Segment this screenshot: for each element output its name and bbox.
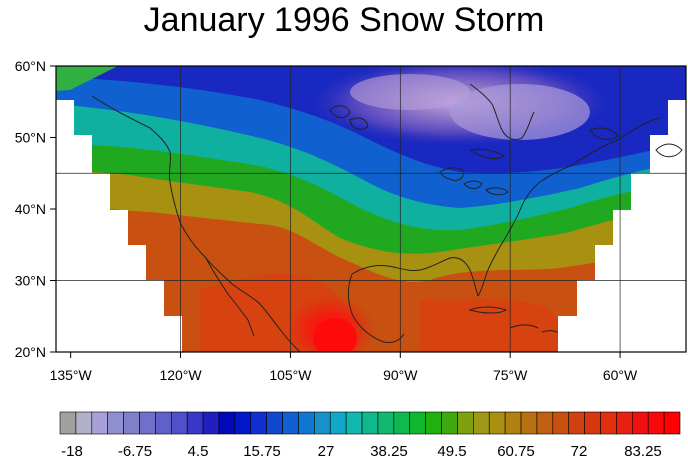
colorbar-swatch <box>377 411 395 435</box>
colorbar-swatch <box>520 411 538 435</box>
colorbar-label: 15.75 <box>243 443 281 460</box>
lat-tick-label: 60°N <box>15 58 46 74</box>
coastlines <box>91 83 661 352</box>
colorbar-swatch <box>425 411 442 435</box>
colorbar-swatch <box>488 411 506 435</box>
colorbar-swatch <box>298 411 315 435</box>
colorbar-swatch <box>600 411 617 435</box>
colorbar-swatch <box>155 411 172 435</box>
colorbar-swatch <box>568 411 585 435</box>
colorbar-label: 60.75 <box>497 443 535 460</box>
colorbar-swatch <box>457 411 474 435</box>
lon-tick-label: 75°W <box>493 367 528 383</box>
colorbar-swatch <box>504 411 522 435</box>
colorbar-swatch <box>632 411 649 435</box>
lon-tick-label: 105°W <box>269 367 312 383</box>
colorbar-label: 27 <box>318 443 335 460</box>
colorbar-label: -6.75 <box>118 443 152 460</box>
lon-tick-label: 135°W <box>50 367 93 383</box>
map-grid <box>56 66 686 352</box>
colorbar-label: 4.5 <box>188 443 209 460</box>
lat-tick-label: 40°N <box>15 201 46 217</box>
colorbar-swatch <box>409 411 426 435</box>
colorbar-swatch <box>329 411 347 435</box>
colorbar-swatch <box>123 411 140 435</box>
temperature-field <box>56 66 686 352</box>
colorbar-swatch <box>91 411 108 435</box>
colorbar-label: 83.25 <box>624 443 662 460</box>
colorbar-swatch <box>170 411 188 435</box>
colorbar-swatch <box>616 411 633 435</box>
latitude-axis: 60°N 50°N 40°N 30°N 20°N <box>15 58 56 360</box>
longitude-axis: 135°W 120°W 105°W 90°W 75°W 60°W <box>50 352 638 383</box>
colorbar-swatch <box>266 411 283 435</box>
colorbar <box>59 411 681 435</box>
lon-tick-label: 60°W <box>603 367 638 383</box>
colorbar-swatch <box>282 411 299 435</box>
lon-tick-label: 90°W <box>383 367 418 383</box>
missing-data-patch <box>650 136 686 172</box>
colorbar-swatch <box>536 411 554 435</box>
lon-tick-label: 120°W <box>159 367 202 383</box>
map-title: January 1996 Snow Storm <box>143 1 545 39</box>
lat-tick-label: 30°N <box>15 273 46 289</box>
colorbar-swatch <box>393 411 411 435</box>
colorbar-swatch <box>59 411 77 435</box>
colorbar-swatch <box>75 411 93 435</box>
colorbar-labels: -18 -6.75 4.5 15.75 27 38.25 49.5 60.75 72 83.25 <box>61 443 662 460</box>
colorbar-swatch <box>345 411 363 435</box>
colorbar-swatch <box>314 411 331 435</box>
colorbar-swatch <box>663 411 681 435</box>
colorbar-swatch <box>647 411 665 435</box>
colorbar-swatch <box>186 411 204 435</box>
colorbar-label: 49.5 <box>437 443 466 460</box>
colorbar-label: 38.25 <box>370 443 408 460</box>
colorbar-label: 72 <box>571 443 588 460</box>
colorbar-swatch <box>107 411 124 435</box>
colorbar-swatch <box>441 411 458 435</box>
lat-tick-label: 50°N <box>15 130 46 146</box>
colorbar-label: -18 <box>61 443 83 460</box>
colorbar-swatch <box>361 411 379 435</box>
colorbar-swatch <box>139 411 156 435</box>
colorbar-swatch <box>234 411 252 435</box>
colorbar-swatch <box>250 411 267 435</box>
colorbar-swatch <box>473 411 490 435</box>
colorbar-swatch <box>202 411 220 435</box>
colorbar-swatch <box>218 411 236 435</box>
lat-tick-label: 20°N <box>15 344 46 360</box>
colorbar-swatch <box>552 411 570 435</box>
colorbar-swatch <box>584 411 601 435</box>
